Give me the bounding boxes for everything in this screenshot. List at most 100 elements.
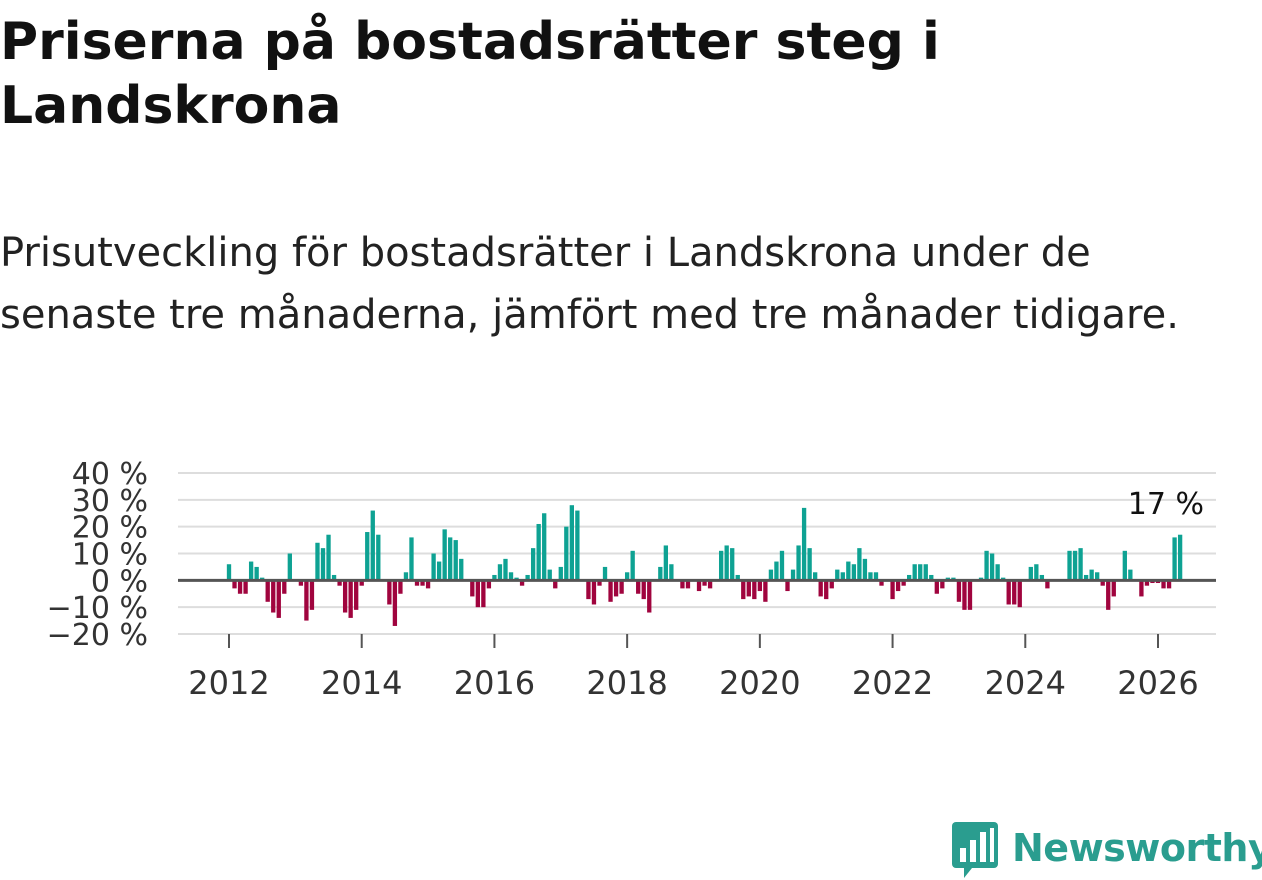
bar	[536, 523, 541, 581]
bar	[1017, 580, 1022, 608]
bar	[895, 580, 901, 592]
bar	[962, 580, 967, 610]
bar	[503, 558, 508, 581]
bar	[685, 580, 691, 589]
bar	[453, 540, 458, 581]
bar	[1144, 580, 1150, 586]
bar	[320, 548, 326, 581]
bar	[929, 574, 934, 581]
bar	[525, 574, 530, 581]
bar	[492, 574, 497, 581]
bar	[862, 558, 868, 581]
x-tick-label: 2018	[586, 664, 667, 702]
bar	[818, 580, 823, 597]
bar	[436, 561, 442, 581]
bar	[873, 572, 879, 581]
x-tick-label: 2014	[321, 664, 402, 702]
bar	[663, 545, 669, 581]
brand-name: Newsworthy	[1012, 826, 1262, 870]
bar	[807, 548, 812, 581]
bar	[1072, 550, 1078, 581]
bar	[763, 580, 768, 602]
bar	[912, 564, 917, 581]
bar	[530, 548, 536, 581]
bar	[989, 553, 995, 581]
x-tick-label: 2022	[852, 664, 933, 702]
bar	[558, 566, 563, 581]
bar	[801, 507, 807, 581]
bar	[730, 548, 735, 581]
bar	[398, 580, 403, 594]
bar	[774, 561, 779, 581]
bar	[1100, 580, 1105, 586]
bar	[696, 580, 702, 592]
bar	[724, 545, 729, 581]
bar	[647, 580, 652, 613]
bar	[812, 572, 818, 581]
bar	[779, 550, 785, 581]
chart-title: Priserna på bostadsrätter steg i Landskr…	[0, 12, 940, 136]
bar	[1106, 580, 1111, 610]
bar	[658, 566, 663, 581]
bar	[829, 580, 834, 589]
bar	[680, 580, 685, 589]
bar	[359, 580, 364, 586]
bar	[1045, 580, 1050, 589]
bar	[1161, 580, 1166, 589]
bar	[1095, 572, 1100, 581]
bar	[624, 572, 630, 581]
bar	[741, 580, 746, 600]
bar	[636, 580, 641, 594]
bar	[796, 545, 801, 581]
bar	[1006, 580, 1011, 605]
bar	[669, 564, 674, 581]
bar	[326, 534, 331, 581]
bar	[1012, 580, 1017, 605]
bar	[613, 580, 619, 597]
bar	[376, 534, 381, 581]
bar	[342, 580, 348, 613]
bar	[956, 580, 962, 602]
bar	[354, 580, 359, 610]
bar	[967, 580, 973, 610]
bar	[718, 550, 724, 581]
bar	[846, 561, 851, 581]
chart-subtitle: Prisutveckling för bostadsrätter i Lands…	[0, 230, 1179, 338]
bar	[287, 553, 292, 581]
y-axis-labels: 40 %30 %20 %10 %0 %−10 %−20 %	[47, 457, 148, 653]
bar	[337, 580, 342, 586]
bar	[282, 580, 287, 594]
bar	[768, 569, 774, 581]
bar	[519, 580, 525, 586]
bar	[542, 513, 547, 581]
bar	[420, 580, 425, 586]
y-tick-label: 0 %	[91, 564, 148, 599]
bar	[497, 564, 503, 581]
bar	[735, 574, 740, 581]
y-tick-label: −20 %	[47, 618, 148, 653]
bar	[984, 550, 989, 581]
bar	[248, 561, 254, 581]
y-tick-label: 20 %	[72, 511, 148, 546]
y-tick-label: 10 %	[72, 538, 148, 573]
bar	[1089, 569, 1094, 581]
bar	[365, 532, 370, 581]
y-tick-label: 30 %	[72, 484, 148, 519]
bar	[459, 558, 464, 581]
bar	[431, 553, 436, 581]
x-tick-label: 2020	[719, 664, 800, 702]
bar	[331, 574, 337, 581]
bar	[448, 537, 453, 581]
bar	[630, 550, 635, 581]
bar	[602, 566, 608, 581]
y-tick-label: −10 %	[47, 591, 148, 626]
bar	[370, 510, 375, 581]
bar	[934, 580, 939, 594]
bar	[1166, 580, 1172, 589]
bar	[553, 580, 558, 589]
bar	[409, 537, 414, 581]
bar	[757, 580, 763, 592]
bar	[425, 580, 431, 589]
x-axis: 2012 2014 2016 2018 2020 2022 2024 2026	[178, 578, 1216, 702]
bar	[1083, 574, 1089, 581]
